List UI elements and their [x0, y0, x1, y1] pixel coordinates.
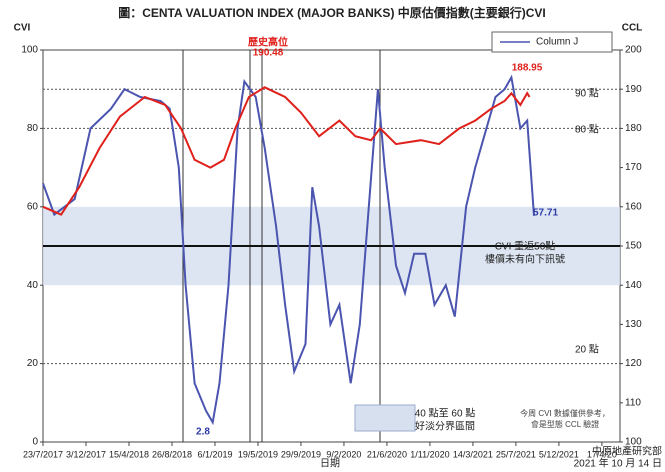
x-tick-label: 1/11/2020 — [410, 449, 449, 459]
legend-box — [491, 31, 613, 53]
y2-tick-label: 190 — [625, 84, 642, 95]
x-tick-label: 21/6/2020 — [367, 449, 407, 459]
x-tick-label: 6/1/2019 — [197, 449, 232, 459]
x-tick-label: 29/9/2019 — [281, 449, 321, 459]
y-tick-label: 60 — [27, 201, 39, 212]
annotation: CVI 重返50點 — [495, 240, 556, 253]
x-tick-label: 15/4/2018 — [109, 449, 149, 459]
annotation: 樓價未有向下訊號 — [485, 253, 565, 266]
y2-tick-label: 180 — [625, 123, 642, 134]
annotation: 188.95 — [512, 63, 543, 74]
annotation: 今周 CVI 數據僅供參考， — [520, 408, 610, 418]
x-tick-label: 19/5/2019 — [238, 449, 278, 459]
x-tick-label: 3/12/2017 — [66, 449, 106, 459]
annotation: 80 點 — [575, 123, 599, 136]
y-tick-label: 0 — [32, 437, 38, 448]
y2-tick-label: 160 — [625, 201, 642, 212]
annotation: 2.8 — [196, 427, 210, 438]
x-tick-label: 26/8/2018 — [152, 449, 192, 459]
series-line — [42, 74, 535, 426]
y2-tick-label: 170 — [625, 162, 642, 173]
annotation: 歷史高位 — [248, 36, 288, 49]
y2-tick-label: 140 — [625, 280, 642, 291]
annotation: 好淡分界區間 — [415, 421, 475, 433]
x-axis-label: 日期 — [320, 458, 340, 470]
annotation: 190.48 — [253, 48, 284, 59]
x-tick-label: 5/12/2021 — [539, 449, 579, 459]
y2-tick-label: 120 — [625, 358, 642, 369]
annotation: 40 點至 60 點 — [415, 407, 476, 420]
annotation: 57.71 — [533, 208, 558, 219]
annotation: 90 點 — [575, 87, 599, 100]
y2-tick-label: 200 — [625, 45, 642, 56]
y2-axis-label: CCL — [622, 23, 643, 34]
y-tick-label: 100 — [21, 45, 38, 56]
band-key — [354, 404, 416, 432]
x-tick-label: 14/3/2021 — [453, 449, 493, 459]
x-tick-label: 9/2/2020 — [326, 449, 361, 459]
annotation: 2021 年 10 月 14 日 — [574, 457, 662, 470]
y-tick-label: 80 — [27, 123, 39, 134]
y2-tick-label: 110 — [625, 397, 641, 408]
y2-tick-label: 130 — [625, 319, 642, 330]
x-tick-label: 17/4/20 — [587, 449, 617, 459]
x-tick-label: 23/7/2017 — [23, 449, 63, 459]
y-axis-label: CVI — [14, 23, 31, 34]
x-tick-label: 25/7/2021 — [496, 449, 536, 459]
chart-title: 圖：CENTA VALUATION INDEX (MAJOR BANKS) 中原… — [118, 5, 546, 20]
annotation: 會是型態 CCL 驗證 — [531, 419, 599, 429]
annotation: 中原地產研究部 — [592, 445, 662, 458]
series-line — [42, 86, 531, 216]
annotation: 20 點 — [575, 343, 599, 356]
legend-label: Column J — [536, 37, 578, 48]
y2-tick-label: 100 — [625, 437, 642, 448]
y-tick-label: 40 — [27, 280, 39, 291]
y-tick-label: 20 — [27, 358, 39, 369]
y2-tick-label: 150 — [625, 241, 642, 252]
